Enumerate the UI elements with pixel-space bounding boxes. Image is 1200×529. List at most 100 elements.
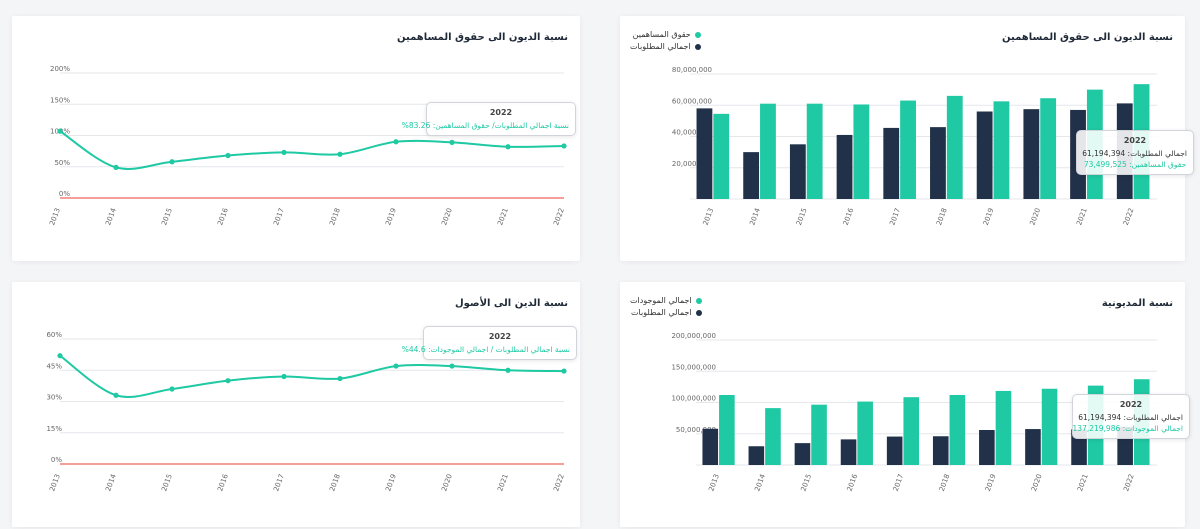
x-tick-label: 2019 xyxy=(982,207,996,226)
series-line xyxy=(59,354,565,398)
data-point xyxy=(113,392,119,398)
y-tick-label: 100,000,000 xyxy=(671,395,716,403)
data-point xyxy=(225,152,231,159)
bar-secondary xyxy=(949,395,966,465)
data-point xyxy=(505,367,511,373)
tooltip-liabilities: اجمالي المطلوبات: 61,194,394 xyxy=(1082,149,1187,158)
legend-dot-green-icon xyxy=(695,297,702,304)
data-point xyxy=(561,143,567,149)
chart-debt-equity-line: 0%50%100%150%200%20132014201520162017201… xyxy=(48,65,567,226)
x-tick-label: 2018 xyxy=(938,473,952,492)
data-point xyxy=(337,151,343,157)
card-title: نسبة المديونية xyxy=(1101,298,1173,309)
legend-item-equity[interactable]: حقوق المساهمين xyxy=(630,30,701,39)
x-tick-label: 2015 xyxy=(795,207,809,226)
bar-liabilities xyxy=(748,446,765,465)
bar-secondary xyxy=(806,103,823,199)
x-tick-label: 2021 xyxy=(1075,207,1089,226)
series-line xyxy=(59,130,565,170)
x-tick-label: 2021 xyxy=(496,473,510,492)
x-tick-label: 2014 xyxy=(104,206,118,226)
x-tick-label: 2016 xyxy=(842,206,856,226)
x-tick-label: 2018 xyxy=(935,207,949,226)
x-tick-label: 2022 xyxy=(1122,207,1136,226)
data-point xyxy=(169,159,175,165)
data-point xyxy=(113,164,119,170)
x-tick-label: 2014 xyxy=(748,206,762,226)
x-tick-label: 2018 xyxy=(328,207,342,226)
y-tick-label: 15% xyxy=(46,425,62,433)
data-point xyxy=(337,375,343,382)
y-tick-label: 30% xyxy=(46,394,62,402)
x-tick-label: 2014 xyxy=(104,472,118,492)
bar-secondary xyxy=(903,397,920,465)
x-tick-label: 2020 xyxy=(1030,473,1044,492)
legend-label: اجمالي المطلوبات xyxy=(630,42,691,51)
y-tick-label: 150% xyxy=(50,96,70,104)
x-tick-label: 2014 xyxy=(753,472,767,492)
legend-item-assets[interactable]: اجمالي الموجودات xyxy=(630,296,702,305)
tooltip-equity: حقوق المساهمين: 73,499,525 xyxy=(1083,160,1187,169)
bar-secondary xyxy=(995,390,1012,465)
chart-tooltip: 2022 اجمالي المطلوبات: 61,194,394 حقوق ا… xyxy=(1076,130,1194,175)
y-tick-label: 80,000,000 xyxy=(672,66,712,74)
x-tick-label: 2016 xyxy=(216,472,230,492)
bar-liabilities xyxy=(883,127,900,199)
x-tick-label: 2015 xyxy=(800,473,814,492)
data-point xyxy=(449,139,455,145)
x-tick-label: 2016 xyxy=(846,472,860,492)
legend-dot-dark-icon xyxy=(695,309,702,316)
legend-label: اجمالي الموجودات xyxy=(630,296,692,305)
x-tick-label: 2013 xyxy=(702,207,716,226)
bar-liabilities xyxy=(696,108,713,199)
legend-dot-green-icon xyxy=(694,31,701,38)
x-tick-label: 2017 xyxy=(888,207,902,226)
data-point xyxy=(393,139,399,145)
bar-liabilities xyxy=(930,127,946,199)
y-tick-label: 150,000,000 xyxy=(671,363,716,371)
card-title: نسبة الدين الى الأصول xyxy=(454,298,568,309)
bar-liabilities xyxy=(794,443,811,465)
card-indebtedness-bar: نسبة المديونية اجمالي الموجودات اجمالي ا… xyxy=(620,282,1190,527)
x-tick-label: 2020 xyxy=(440,207,454,226)
x-tick-label: 2020 xyxy=(1029,207,1043,226)
x-tick-label: 2020 xyxy=(440,473,454,492)
x-tick-label: 2021 xyxy=(1076,473,1090,492)
x-tick-label: 2013 xyxy=(707,473,721,492)
bar-secondary xyxy=(760,103,776,199)
card-debt-equity-line: نسبة الديون الى حقوق المساهمين 0%50%100%… xyxy=(12,16,580,261)
card-debt-equity-bar: نسبة الديون الى حقوق المساهمين حقوق المس… xyxy=(620,16,1194,261)
x-tick-label: 2015 xyxy=(160,207,174,226)
bar-secondary xyxy=(765,408,781,465)
bar-liabilities xyxy=(743,152,760,199)
tooltip-year: 2022 xyxy=(488,332,512,341)
chart-debt-assets-line: 0% 15% 30% 45% 60% 2013 2014 2015 2016 2017 2018 20… xyxy=(46,331,567,492)
bar-liabilities xyxy=(1023,109,1040,199)
x-tick-label: 2019 xyxy=(984,473,998,492)
y-tick-label: 60,000,000 xyxy=(672,97,712,105)
tooltip-year: 2022 xyxy=(1123,136,1147,145)
tooltip-ratio: نسبة اجمالي المطلوبات / اجمالي الموجودات… xyxy=(401,345,570,354)
legend-label: حقوق المساهمين xyxy=(632,30,691,39)
y-tick-label: 50,000,000 xyxy=(676,426,716,434)
data-point xyxy=(505,144,511,150)
x-tick-label: 2017 xyxy=(892,473,906,492)
legend-item-liabilities[interactable]: اجمالي المطلوبات xyxy=(630,42,701,51)
y-tick-label: 0% xyxy=(51,456,62,464)
chart-legend: اجمالي الموجودات اجمالي المطلوبات xyxy=(630,296,702,320)
data-point xyxy=(57,128,63,134)
chart-legend: حقوق المساهمين اجمالي المطلوبات xyxy=(630,30,701,54)
x-tick-label: 2017 xyxy=(272,473,286,492)
x-tick-label: 2017 xyxy=(272,207,286,226)
data-point xyxy=(225,378,231,384)
legend-item-liabilities[interactable]: اجمالي المطلوبات xyxy=(630,308,702,317)
tooltip-liabilities: اجمالي المطلوبات: 61,194,394 xyxy=(1078,413,1183,422)
bar-liabilities xyxy=(840,439,857,465)
legend-label: اجمالي المطلوبات xyxy=(631,308,692,317)
x-tick-label: 2013 xyxy=(48,473,62,492)
x-tick-label: 2013 xyxy=(48,207,62,226)
y-tick-label: 60% xyxy=(46,331,62,339)
y-tick-label: 0% xyxy=(59,190,70,198)
x-tick-label: 2015 xyxy=(160,473,174,492)
tooltip-assets: اجمالي الموجودات: 137,219,986 xyxy=(1072,424,1183,433)
